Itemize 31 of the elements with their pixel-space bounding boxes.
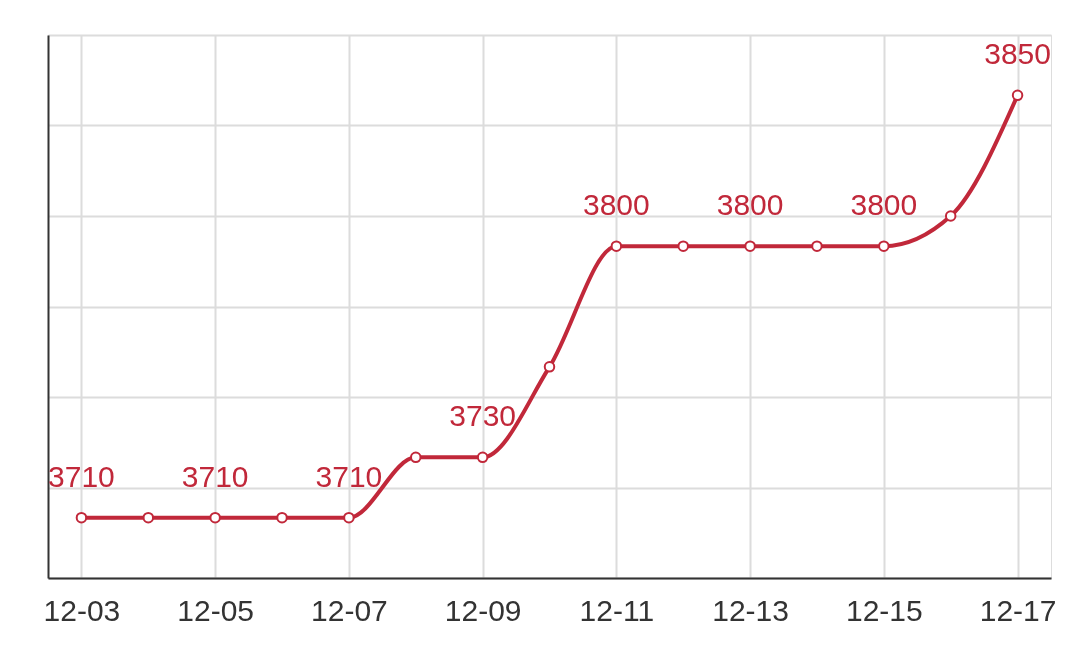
point <box>1011 89 1024 102</box>
x-tick-label: 12-13 <box>712 593 789 627</box>
x-tick-label: 12-09 <box>444 593 522 627</box>
point <box>744 240 756 252</box>
point <box>476 451 489 464</box>
point <box>677 240 689 252</box>
point <box>543 361 556 373</box>
data-label: 3710 <box>315 459 383 493</box>
data-label: 3800 <box>582 188 650 222</box>
data-label: 3850 <box>984 37 1051 71</box>
x-tick-label: 12-05 <box>177 593 255 627</box>
x-tick-label: 12-15 <box>845 593 923 627</box>
x-tick-label: 12-17 <box>979 593 1057 627</box>
x-tick-label: 12-11 <box>579 593 655 627</box>
data-label: 3730 <box>449 399 517 433</box>
point <box>410 451 422 464</box>
point <box>142 511 155 524</box>
point <box>878 240 890 252</box>
data-label: 3800 <box>716 188 784 222</box>
point <box>75 511 88 524</box>
data-label: 3710 <box>181 459 249 493</box>
point <box>209 511 221 524</box>
point <box>610 240 623 252</box>
x-tick-label: 12-07 <box>311 593 388 627</box>
point <box>343 511 355 524</box>
data-label: 3800 <box>850 188 918 222</box>
point <box>276 511 288 524</box>
data-label: 3710 <box>48 459 115 493</box>
x-tick-label: 12-03 <box>43 593 121 627</box>
point <box>811 240 823 252</box>
point <box>944 210 957 222</box>
